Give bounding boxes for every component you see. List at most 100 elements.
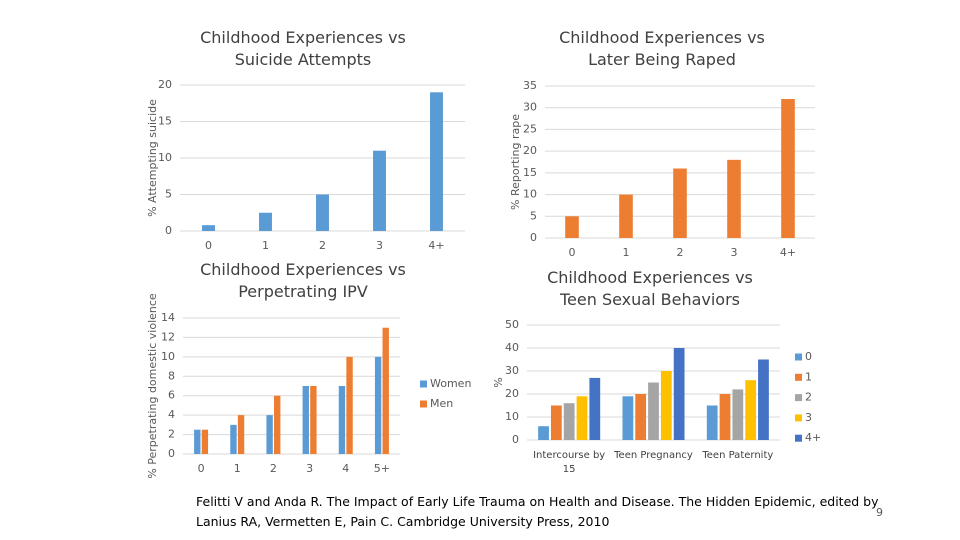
bar	[660, 371, 672, 440]
chart-title: Childhood Experiences vs Perpetrating IP…	[200, 260, 406, 301]
x-tick-label: 1	[623, 246, 630, 259]
x-tick-label: 2	[677, 246, 684, 259]
bar	[635, 394, 647, 440]
legend-swatch	[420, 380, 427, 388]
x-tick-label: 1	[234, 462, 241, 475]
y-tick-label: 20	[523, 144, 537, 157]
y-tick-label: 25	[523, 122, 537, 135]
bar	[382, 327, 389, 454]
y-tick-label: 10	[158, 151, 172, 164]
y-tick-label: 4	[168, 408, 175, 421]
x-tick-label: 4	[342, 462, 349, 475]
legend-swatch	[795, 414, 802, 422]
x-tick-label: Teen Paternity	[702, 450, 774, 461]
bar	[202, 225, 215, 231]
bar	[237, 415, 245, 454]
x-tick-label: 4+	[428, 239, 444, 252]
bar	[745, 380, 757, 440]
x-tick-label: Intercourse by 15	[533, 450, 606, 475]
citation: Felitti V and Anda R. The Impact of Earl…	[196, 494, 879, 529]
x-tick-label: 4+	[780, 246, 796, 259]
bar	[781, 99, 795, 239]
chart-title: Childhood Experiences vs Teen Sexual Beh…	[547, 268, 753, 309]
y-tick-label: 8	[168, 369, 175, 382]
y-tick-label: 40	[505, 341, 519, 354]
bar	[550, 405, 562, 440]
y-tick-label: 35	[523, 79, 537, 92]
bar	[259, 212, 272, 231]
y-tick-label: 20	[158, 78, 172, 91]
y-tick-label: 0	[165, 224, 172, 237]
bar	[589, 377, 601, 440]
bar	[310, 386, 317, 454]
y-tick-label: 30	[505, 364, 519, 377]
bar	[374, 356, 382, 454]
legend-label: 0	[805, 350, 812, 363]
x-tick-label: 0	[569, 246, 576, 259]
bar	[727, 159, 741, 238]
y-tick-label: 10	[161, 350, 175, 363]
legend-swatch	[795, 353, 802, 361]
y-tick-label: 12	[161, 330, 175, 343]
legend-label: Men	[430, 397, 453, 410]
y-tick-label: 10	[523, 188, 537, 201]
x-tick-label: 3	[306, 462, 313, 475]
y-tick-label: 0	[530, 231, 537, 244]
bar	[194, 429, 201, 454]
bar	[673, 168, 687, 238]
y-tick-label: 14	[161, 311, 175, 324]
legend-swatch	[795, 434, 802, 442]
legend-label: 1	[805, 370, 812, 383]
legend-swatch	[420, 400, 427, 408]
legend-label: 3	[805, 411, 812, 424]
y-tick-label: 0	[168, 447, 175, 460]
y-tick-label: 15	[158, 115, 172, 128]
x-tick-label: 2	[319, 239, 326, 252]
x-tick-label: 0	[205, 239, 212, 252]
y-tick-label: 5	[530, 209, 537, 222]
bar	[346, 356, 353, 454]
bar	[706, 405, 718, 440]
bar	[565, 216, 579, 238]
bar	[201, 429, 209, 454]
chart-title: Childhood Experiences vs Suicide Attempt…	[200, 28, 406, 69]
y-tick-label: 5	[165, 188, 172, 201]
bar	[619, 194, 633, 238]
bar	[576, 396, 588, 440]
x-tick-label: 5+	[374, 462, 390, 475]
y-tick-label: 30	[523, 101, 537, 114]
x-tick-label: Teen Pregnancy	[614, 450, 693, 461]
bar	[732, 389, 744, 440]
x-tick-label: 3	[731, 246, 738, 259]
legend-swatch	[795, 394, 802, 402]
bar	[338, 386, 346, 454]
x-tick-label: 1	[262, 239, 269, 252]
page-number: 9	[876, 506, 883, 519]
x-tick-label: 3	[376, 239, 383, 252]
legend-label: Women	[430, 377, 471, 390]
legend-label: 2	[805, 391, 812, 404]
y-tick-label: 2	[168, 428, 175, 441]
bar	[758, 359, 769, 440]
legend-label: 4+	[805, 431, 821, 444]
bar	[719, 394, 731, 440]
chart-title: Childhood Experiences vs Later Being Rap…	[559, 28, 765, 69]
bar	[538, 426, 549, 440]
x-tick-label: 2	[270, 462, 277, 475]
bar	[622, 396, 634, 440]
bar	[648, 382, 659, 440]
bar	[563, 403, 575, 440]
bar	[316, 194, 329, 231]
bar	[266, 415, 273, 454]
y-axis-label: %	[492, 377, 505, 387]
bar	[373, 150, 386, 231]
y-tick-label: 50	[505, 318, 519, 331]
y-tick-label: 10	[505, 410, 519, 423]
y-axis-label: % Attempting suicide	[146, 99, 159, 217]
y-axis-label: % Perpetrating domestic violence	[146, 293, 159, 479]
bar	[673, 348, 685, 440]
y-axis-label: % Reporting rape	[509, 114, 522, 210]
x-tick-label: 0	[198, 462, 205, 475]
